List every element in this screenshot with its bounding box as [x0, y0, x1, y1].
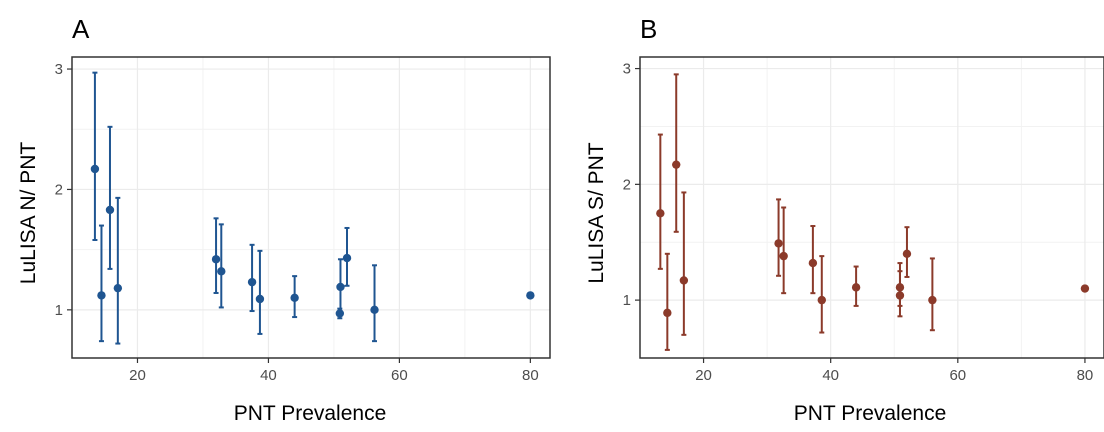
panel-b-x-tick-label: 40 [822, 367, 839, 384]
panel-a-data-point [370, 305, 379, 315]
panel-a: A 20 40 60 80 1 2 3 PNT Prevalence LuLISA N/ P… [17, 14, 551, 425]
panel-b-plot-background [640, 57, 1104, 358]
panel-a-x-tick-label: 60 [391, 367, 408, 384]
panel-a-plot-background [72, 57, 550, 358]
panel-b-data-point [928, 295, 937, 305]
panel-b-data-point [895, 283, 905, 292]
panel-b-x-tick-label: 60 [949, 367, 966, 384]
panel-b-plot-border [639, 56, 1104, 359]
panel-a-data-point [335, 309, 345, 318]
panel-a-y-tick-label: 1 [55, 302, 63, 319]
panel-b-data-point [679, 276, 689, 285]
panel-a-data-point [336, 282, 345, 292]
panel-a-data-point [211, 255, 221, 264]
panel-a-data-point [526, 291, 535, 300]
panel-a-plot: 20 40 60 80 1 2 3 [55, 56, 551, 384]
panel-a-letter: A [72, 14, 90, 44]
panel-b: B 20 40 60 80 1 2 3 PNT Prevalence LuLISA S/ P… [585, 14, 1104, 425]
panel-a-plot-border [71, 56, 551, 359]
panel-b-x-tick-label: 80 [1077, 367, 1094, 384]
panel-b-y-tick-label: 3 [623, 61, 631, 78]
panel-a-y-axis-title: LuLISA N/ PNT [17, 142, 40, 285]
panel-a-data-point [290, 293, 299, 302]
panel-b-x-tick-label: 20 [695, 367, 712, 384]
panel-b-y-tick-label: 1 [623, 292, 631, 309]
panel-a-data-point [255, 294, 265, 304]
panel-b-data-point [902, 249, 912, 259]
panel-b-data-point [851, 283, 861, 292]
panel-b-data-point [817, 295, 826, 305]
panel-a-data-point [342, 253, 352, 263]
panel-b-data-point [779, 251, 788, 261]
panel-b-data-point [1080, 284, 1090, 293]
panel-a-y-tick-label: 2 [55, 181, 63, 198]
panel-b-y-axis-title: LuLISA S/ PNT [585, 142, 608, 283]
panel-b-data-point [663, 308, 672, 318]
panel-b-letter: B [640, 14, 657, 44]
panel-b-data-point [672, 160, 681, 169]
panel-a-x-tick-label: 20 [129, 367, 146, 384]
panel-b-plot: 20 40 60 80 1 2 3 [623, 56, 1104, 384]
panel-a-data-point [97, 291, 106, 300]
panel-a-y-tick-label: 3 [55, 61, 63, 78]
panel-a-data-point [217, 267, 226, 276]
panel-b-x-axis-title: PNT Prevalence [794, 402, 947, 425]
panel-a-data-point [90, 164, 100, 174]
panel-a-x-tick-label: 80 [522, 367, 539, 384]
panel-b-y-tick-label: 2 [623, 176, 631, 193]
panel-a-x-tick-label: 40 [260, 367, 277, 384]
panel-a-data-point [105, 205, 115, 215]
panel-a-data-point [113, 283, 123, 293]
panel-b-data-point [808, 258, 818, 268]
panel-a-data-point [247, 277, 257, 287]
panel-a-x-axis-title: PNT Prevalence [234, 402, 387, 425]
panel-b-data-point [774, 239, 783, 248]
panel-b-data-point [656, 209, 665, 218]
panel-b-data-point [895, 291, 905, 300]
